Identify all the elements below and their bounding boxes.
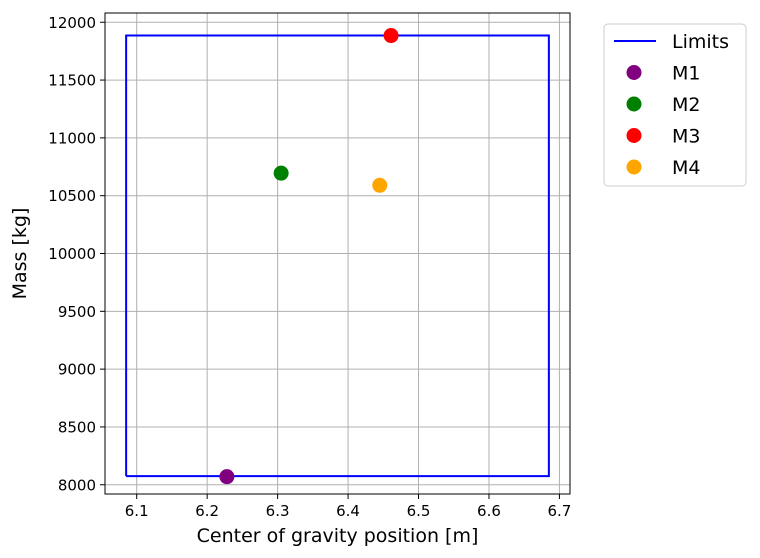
x-tick-label: 6.5 — [407, 502, 431, 520]
y-tick-label: 8000 — [58, 476, 96, 494]
legend-m2-swatch — [626, 96, 642, 112]
limits-layer — [125, 34, 550, 478]
legend-m1-swatch — [626, 65, 642, 80]
y-tick-label: 10500 — [48, 187, 96, 205]
y-tick-label: 11000 — [48, 129, 96, 147]
x-axis-ticks: 6.1 6.2 6.3 6.4 6.5 6.6 6.7 — [125, 494, 572, 520]
y-tick-label: 10000 — [48, 245, 96, 263]
legend-label: M3 — [672, 126, 700, 148]
x-tick-label: 6.1 — [125, 502, 149, 520]
point-m2 — [273, 165, 289, 181]
y-tick-label: 8500 — [58, 418, 96, 436]
x-axis-label: Center of gravity position [m] — [197, 525, 479, 547]
point-m1 — [219, 469, 235, 485]
legend-box — [603, 23, 747, 187]
x-tick-label: 6.7 — [548, 502, 572, 520]
legend-m4-swatch — [626, 159, 642, 175]
points-layer — [219, 28, 399, 485]
point-m3 — [383, 28, 399, 44]
y-axis-ticks: 8000 8500 9000 9500 10000 10500 11000 11500 1200… — [48, 14, 105, 494]
x-tick-label: 6.4 — [336, 502, 360, 520]
y-tick-label: 11500 — [48, 72, 96, 90]
legend-m3-swatch — [626, 128, 642, 143]
legend-label: M4 — [672, 157, 700, 179]
y-axis-label: Mass [kg] — [9, 208, 31, 300]
legend-label: Limits — [672, 31, 729, 53]
x-tick-label: 6.2 — [195, 502, 219, 520]
y-tick-label: 9500 — [58, 303, 96, 321]
x-tick-label: 6.6 — [477, 502, 501, 520]
legend: Limits M1 M2 M3 M4 — [603, 23, 747, 187]
limits-line — [125, 34, 550, 478]
grid-lines — [105, 13, 570, 494]
legend-label: M1 — [672, 63, 700, 85]
y-tick-label: 12000 — [48, 14, 96, 32]
x-tick-label: 6.3 — [266, 502, 290, 520]
y-tick-label: 9000 — [58, 361, 96, 379]
point-m4 — [372, 177, 388, 193]
legend-label: M2 — [672, 94, 700, 116]
